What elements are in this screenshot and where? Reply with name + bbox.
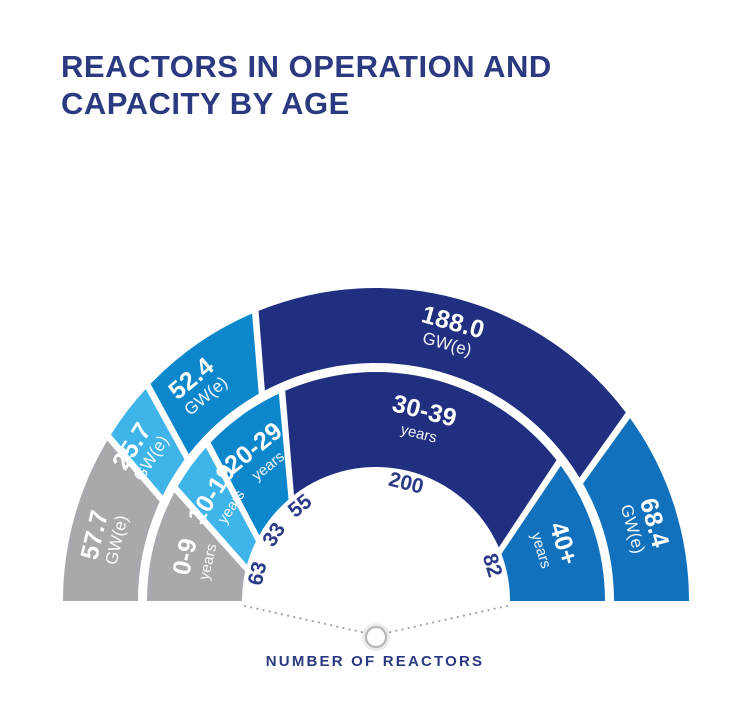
reactor-count-0-9-value: 63 [244,560,272,588]
outer-segment-10-19 [110,388,185,496]
number-of-reactors-axis-label: NUMBER OF REACTORS [265,653,485,670]
page-title-line1: REACTORS IN OPERATION AND [61,49,552,84]
reactor-count-20-29-value: 55 [284,490,317,523]
outer-segment-30-39 [258,288,626,478]
inner-segment-40+ [501,465,605,601]
inner-segment-30-39 [285,372,557,548]
page-title-line2: CAPACITY BY AGE [61,86,350,121]
page-title: REACTORS IN OPERATION AND CAPACITY BY AGE [61,48,681,122]
reactor-count-0-9: 63 [244,560,272,588]
outer-segment-40+ [583,418,689,601]
outer-segment-0-9 [63,440,160,601]
inner-segment-10-19 [177,447,256,565]
pointer-hub [364,625,388,649]
inner-segment-0-9 [147,492,246,601]
inner-segment-20-29 [210,393,289,536]
dotted-pointer-right [384,604,509,635]
outer-segment-20-29 [150,313,259,455]
reactor-count-20-29: 55 [284,490,317,523]
dotted-pointer-left [243,604,368,635]
